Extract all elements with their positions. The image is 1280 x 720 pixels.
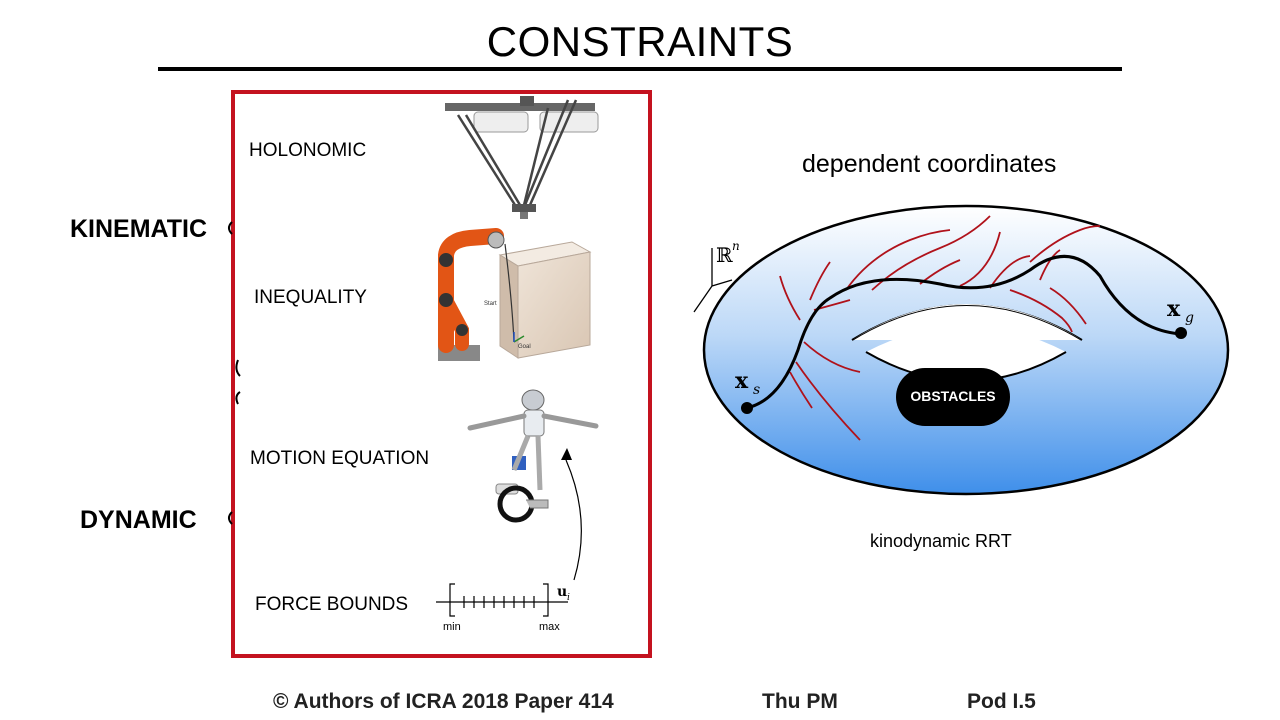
goal-subscript: g: [1185, 310, 1194, 326]
robot-arm-icon: Start Goal: [438, 228, 592, 361]
space-symbol: ℝ: [716, 243, 733, 267]
footer-time: Thu PM: [762, 690, 838, 713]
holonomic-label: HOLONOMIC: [249, 140, 367, 161]
scale-min-label: min: [443, 621, 461, 633]
arm-start-label: Start: [484, 301, 497, 307]
arm-goal-label: Goal: [518, 344, 531, 350]
start-subscript: s: [753, 382, 760, 398]
scale-variable-subscript: i: [567, 593, 570, 603]
torus-manifold: [702, 204, 1230, 496]
kinematic-brace: [228, 221, 241, 377]
obstacle-blob: [896, 368, 1010, 426]
start-symbol: x: [735, 368, 749, 394]
scale-variable: u: [557, 584, 567, 600]
force-bounds-label: FORCE BOUNDS: [255, 594, 409, 615]
slide-title: CONSTRAINTS: [486, 18, 794, 65]
motion-arrow: [565, 459, 582, 581]
space-exponent: n: [732, 239, 740, 253]
goal-point: [1175, 327, 1187, 339]
trajectory-curve: [746, 255, 1182, 410]
scale-max-label: max: [539, 621, 560, 633]
title-underline: [158, 67, 1122, 71]
footer-pod: Pod I.5: [967, 690, 1036, 713]
start-point: [741, 402, 753, 414]
footer-authors-text: © Authors of ICRA 2018 Paper 414: [273, 690, 614, 713]
goal-symbol: x: [1167, 296, 1181, 322]
obstacle-label: OBSTACLES: [910, 388, 995, 404]
constraints-panel: [231, 90, 652, 658]
footer-authors: © Authors of ICRA 2018 Paper 414: [273, 690, 614, 714]
delta-robot-icon: [445, 96, 599, 219]
motion-arrow-head: [561, 448, 572, 460]
diagram-caption: kinodynamic RRT: [870, 531, 1012, 551]
kinematic-label: KINEMATIC: [70, 215, 208, 243]
unicycle-robot-icon: [467, 389, 599, 523]
dynamic-label: DYNAMIC: [80, 506, 197, 534]
coordinate-frame-icon: [693, 248, 733, 313]
rrt-tree: [779, 215, 1101, 441]
dynamic-brace: [228, 391, 241, 525]
force-scale-icon: [436, 583, 568, 617]
diagram-title: dependent coordinates: [802, 150, 1057, 178]
inequality-label: INEQUALITY: [254, 287, 367, 308]
motion-equation-label: MOTION EQUATION: [250, 448, 430, 469]
